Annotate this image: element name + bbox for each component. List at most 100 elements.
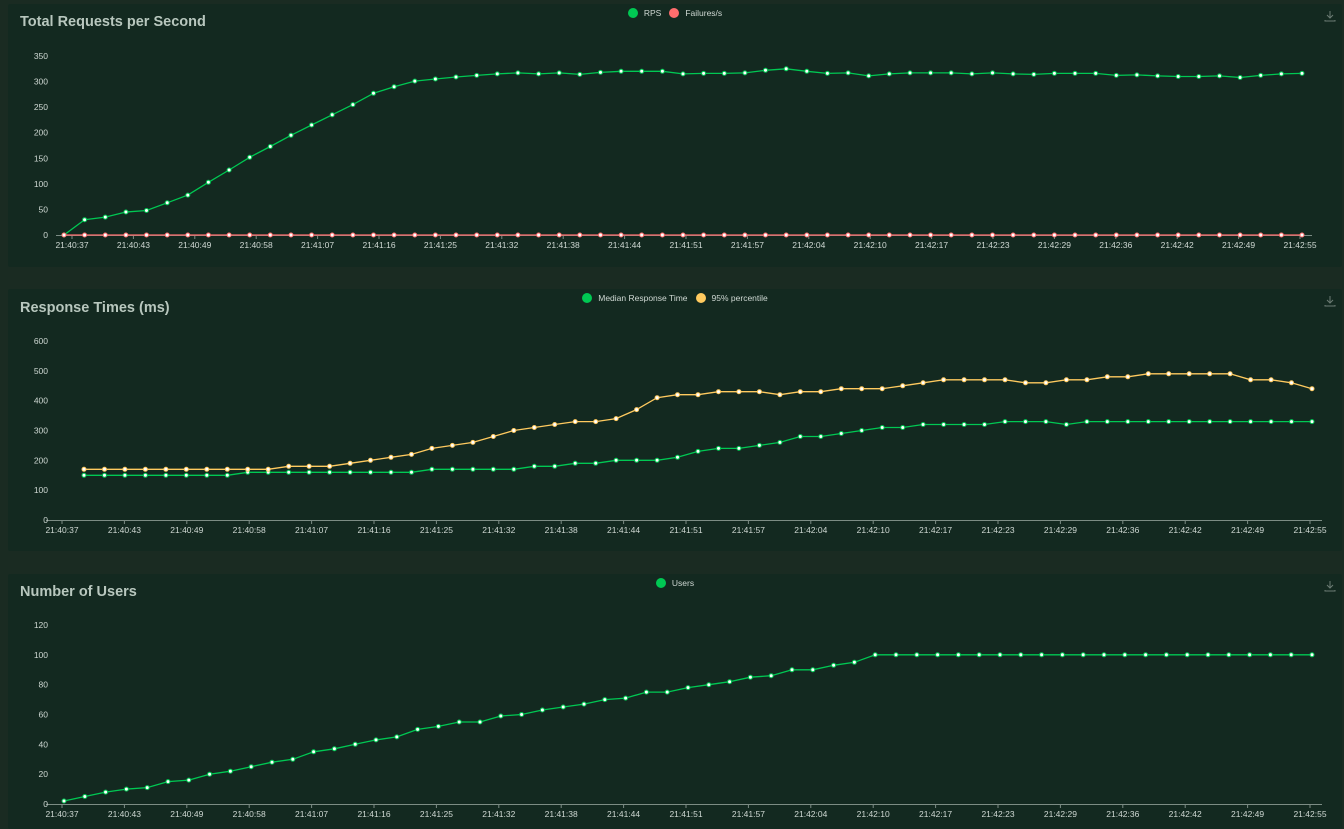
- y-tick-label: 350: [34, 51, 48, 61]
- data-point: [1145, 419, 1151, 425]
- x-tick-label: 21:40:58: [240, 240, 273, 250]
- data-point: [185, 232, 191, 238]
- legend-item-failures[interactable]: Failures/s: [669, 8, 722, 18]
- data-point: [577, 71, 583, 77]
- data-point: [1093, 232, 1099, 238]
- data-point: [164, 232, 170, 238]
- data-point: [845, 232, 851, 238]
- data-point: [763, 67, 768, 73]
- y-tick-label: 300: [34, 77, 48, 87]
- y-tick-label: 120: [34, 620, 48, 630]
- data-point: [763, 232, 768, 238]
- legend-item-median[interactable]: Median Response Time: [582, 293, 688, 303]
- data-point: [409, 451, 414, 457]
- data-point: [598, 69, 603, 75]
- data-point: [804, 68, 810, 74]
- data-point: [82, 232, 88, 238]
- data-point: [477, 719, 483, 725]
- data-point: [1145, 371, 1151, 377]
- download-icon[interactable]: [1324, 295, 1336, 307]
- data-point: [1104, 419, 1110, 425]
- data-point: [1278, 232, 1284, 238]
- data-point: [388, 469, 394, 475]
- data-point: [415, 726, 421, 732]
- x-tick-label: 21:42:23: [981, 525, 1014, 535]
- data-point: [706, 682, 712, 688]
- data-point: [643, 689, 649, 695]
- x-tick-label: 21:41:25: [424, 240, 457, 250]
- chart-legend: Median Response Time 95% percentile: [8, 293, 1342, 303]
- x-tick-label: 21:41:16: [357, 809, 390, 819]
- legend-item-users[interactable]: Users: [655, 578, 694, 588]
- data-point: [1059, 652, 1065, 658]
- data-point: [347, 469, 353, 475]
- data-point: [1051, 232, 1057, 238]
- data-point: [142, 472, 148, 478]
- y-tick-label: 0: [43, 515, 48, 525]
- data-point: [1267, 652, 1273, 658]
- data-point: [907, 232, 913, 238]
- data-point: [1227, 371, 1233, 377]
- x-tick-label: 21:42:29: [1044, 525, 1077, 535]
- x-tick-label: 21:41:44: [607, 809, 640, 819]
- data-point: [81, 472, 87, 478]
- x-tick-label: 21:42:36: [1106, 525, 1139, 535]
- data-point: [205, 179, 211, 185]
- x-tick-label: 21:41:57: [732, 809, 765, 819]
- data-point: [695, 448, 701, 454]
- data-point: [777, 392, 783, 398]
- data-point: [1023, 380, 1028, 386]
- data-point: [536, 232, 542, 238]
- data-point: [82, 794, 88, 799]
- x-tick-label: 21:40:58: [233, 809, 266, 819]
- data-point: [736, 389, 742, 395]
- download-icon[interactable]: [1324, 10, 1336, 22]
- data-point: [515, 70, 521, 76]
- data-point: [920, 422, 926, 427]
- x-tick-label: 21:42:36: [1099, 240, 1132, 250]
- legend-item-95-percentile[interactable]: 95% percentile: [695, 293, 768, 303]
- data-point: [695, 392, 701, 398]
- data-point: [185, 192, 191, 198]
- data-point: [327, 469, 333, 475]
- x-tick-label: 21:41:38: [545, 809, 578, 819]
- series-line: [63, 68, 1303, 236]
- data-point: [311, 749, 317, 755]
- data-point: [1248, 419, 1254, 425]
- x-tick-label: 21:41:07: [295, 525, 328, 535]
- y-tick-label: 500: [34, 366, 48, 376]
- data-point: [61, 798, 67, 804]
- data-point: [685, 685, 691, 691]
- data-point: [560, 704, 566, 710]
- legend-item-rps[interactable]: RPS: [627, 8, 661, 18]
- data-point: [1043, 380, 1049, 386]
- data-point: [907, 70, 913, 76]
- data-point: [613, 457, 619, 463]
- data-point: [716, 389, 721, 395]
- data-point: [1063, 377, 1069, 383]
- data-point: [186, 777, 192, 783]
- data-point: [204, 466, 210, 472]
- data-point: [309, 122, 315, 128]
- data-point: [1278, 71, 1284, 77]
- data-point: [102, 232, 108, 238]
- x-tick-label: 21:42:49: [1231, 525, 1264, 535]
- download-icon[interactable]: [1324, 580, 1336, 592]
- y-tick-label: 200: [34, 128, 48, 138]
- data-point: [1002, 377, 1008, 383]
- legend-dot: [582, 293, 593, 303]
- data-point: [1010, 71, 1016, 77]
- x-tick-label: 21:41:32: [482, 809, 515, 819]
- data-point: [412, 232, 418, 238]
- x-tick-label: 21:42:49: [1231, 809, 1264, 819]
- data-point: [1031, 71, 1037, 77]
- data-point: [122, 472, 128, 478]
- x-tick-label: 21:41:51: [669, 240, 702, 250]
- data-point: [245, 466, 251, 472]
- data-point: [886, 232, 892, 238]
- data-point: [144, 785, 150, 791]
- data-point: [1104, 374, 1110, 380]
- legend-dot: [669, 8, 680, 18]
- data-point: [1125, 374, 1131, 380]
- x-tick-label: 21:42:10: [854, 240, 887, 250]
